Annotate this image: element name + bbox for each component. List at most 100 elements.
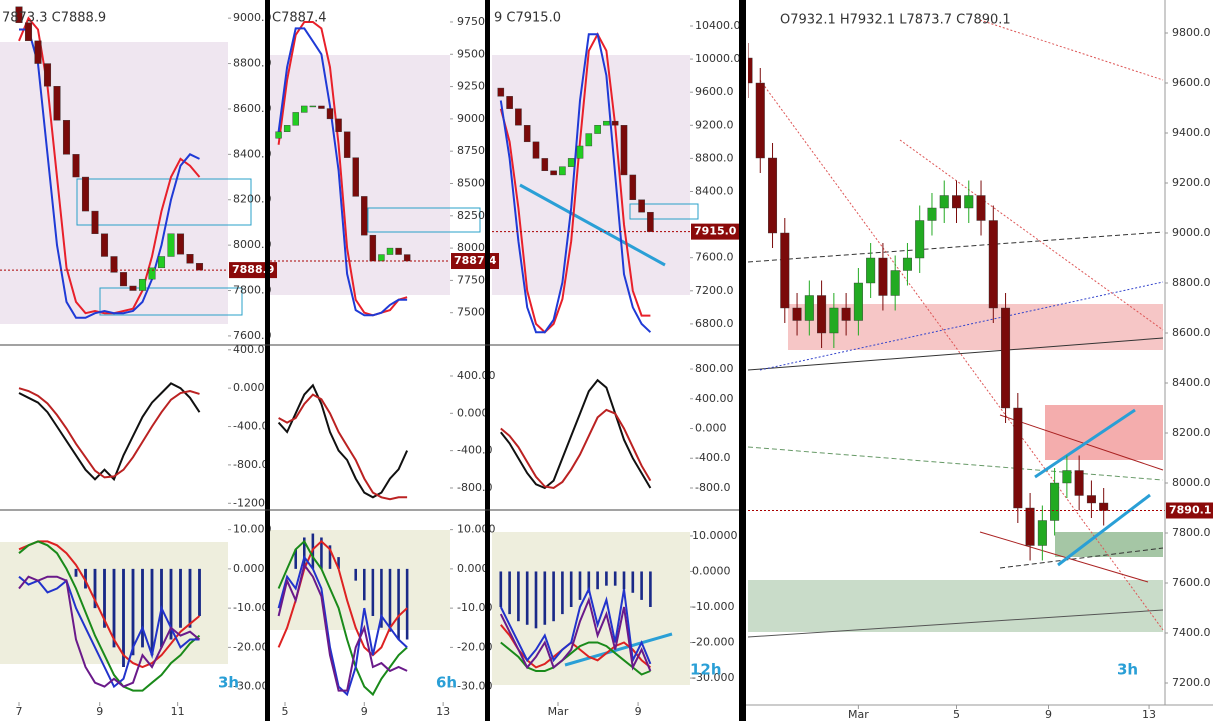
y-tick-label: 400.0 <box>233 343 265 356</box>
y-tick-label: 7600.0 <box>695 251 734 264</box>
y-tick-label: 800.00 <box>695 362 734 375</box>
candle-body <box>1062 470 1072 484</box>
candle-body <box>62 120 71 155</box>
panel <box>18 540 201 692</box>
y-tick-label: 9600.0 <box>695 85 734 98</box>
y-tick-label: 7750. <box>457 273 489 286</box>
candle-body <box>301 105 308 113</box>
candle-body <box>1099 502 1109 511</box>
y-tick-label: 9600.0 <box>1172 76 1211 89</box>
candle-body <box>915 220 925 259</box>
candle-body <box>335 118 342 132</box>
price-badge <box>1166 502 1213 519</box>
y-tick-label: 10.000 <box>233 523 272 536</box>
x-tick-label: 9 <box>1045 708 1052 721</box>
candle-body <box>72 154 80 178</box>
candle-body <box>594 125 601 134</box>
y-tick-label: -400.0 <box>695 451 730 464</box>
y-tick-label: -20.000 <box>692 636 734 649</box>
y-tick-label: 7500. <box>457 306 489 319</box>
trend-line <box>747 337 1164 371</box>
y-tick-label: -30.000 <box>692 671 734 684</box>
candle-body <box>100 233 109 257</box>
separator <box>265 0 270 721</box>
candle-body <box>395 247 402 255</box>
candle-body <box>309 105 317 108</box>
y-tick-label: 6800.0 <box>695 317 734 330</box>
y-tick-label: 8800.0 <box>1172 276 1211 289</box>
header: 7873.3 C7888.9 <box>2 11 106 26</box>
candle-body <box>890 270 900 296</box>
candle-body <box>110 256 118 273</box>
y-tick-label: 0.000 <box>457 406 489 419</box>
candle-body <box>1050 482 1060 521</box>
y-tick-label: -800.0 <box>457 481 492 494</box>
y-tick-label: -10.00 <box>233 601 268 614</box>
candle-body <box>378 254 385 262</box>
series-line <box>18 382 201 482</box>
x-tick-label: 11 <box>171 705 185 718</box>
candle-body <box>352 157 359 197</box>
y-tick-label: 9250. <box>457 80 489 93</box>
y-tick-label: -10.000 <box>692 600 734 613</box>
period-label: 12h <box>690 661 722 679</box>
y-tick-label: 9400.0 <box>1172 126 1211 139</box>
candle-body <box>939 195 949 209</box>
candle-body <box>629 174 637 200</box>
x-tick-label: 13 <box>436 705 450 718</box>
series-line <box>18 575 201 688</box>
y-tick-label: 8500. <box>457 176 489 189</box>
y-tick-label: 8400.0 <box>1172 376 1211 389</box>
period-label: 6h <box>436 674 457 692</box>
panel <box>277 533 409 697</box>
trend-line <box>979 531 1149 583</box>
candle-body <box>129 285 137 291</box>
candle-body <box>780 232 790 309</box>
panel <box>500 378 652 490</box>
y-tick-label: 8600.0 <box>1172 326 1211 339</box>
candle-body <box>292 112 299 126</box>
y-tick-label: 0.000 <box>457 562 489 575</box>
y-tick-label: 7400.0 <box>1172 626 1211 639</box>
y-tick-label: 0.000 <box>695 422 727 435</box>
candle-body <box>567 158 575 167</box>
candle-body <box>43 63 52 87</box>
panel <box>497 32 654 334</box>
candle-body <box>1086 495 1096 504</box>
candle-body <box>1037 520 1047 546</box>
y-tick-label: 9800.0 <box>1172 26 1211 39</box>
candle-body <box>1013 407 1023 509</box>
candle-body <box>768 157 778 234</box>
y-tick-label: 7600.0 <box>233 329 272 342</box>
zone <box>0 42 228 324</box>
series-line <box>499 32 651 334</box>
y-tick-label: 10400.0 <box>695 19 741 32</box>
drawn-line <box>519 183 666 267</box>
trend-line <box>747 609 1164 638</box>
y-tick-label: 8200.0 <box>233 193 272 206</box>
series-line <box>19 28 200 319</box>
drawn-line <box>1034 408 1136 479</box>
y-tick-label: -800.0 <box>695 481 730 494</box>
y-tick-label: 10.0000 <box>692 529 738 542</box>
series-line <box>500 408 652 490</box>
series-line <box>18 16 201 315</box>
series-line <box>500 378 652 490</box>
y-tick-label: 9000.0 <box>1172 226 1211 239</box>
candle-body <box>91 210 99 234</box>
candle-body <box>532 141 540 159</box>
y-tick-label: -10.00 <box>457 601 492 614</box>
y-tick-label: -1200 <box>233 496 265 509</box>
zone <box>270 55 450 295</box>
candle-body <box>176 233 185 255</box>
candle-body <box>988 220 998 309</box>
candle-body <box>755 82 765 159</box>
y-tick-label: 9200.0 <box>695 118 734 131</box>
candle-body <box>952 195 961 209</box>
series-line <box>277 562 408 692</box>
candle-body <box>964 195 974 209</box>
candle-body <box>157 256 166 269</box>
candle-body <box>403 254 411 262</box>
series-line <box>277 27 408 317</box>
panel <box>275 21 411 317</box>
